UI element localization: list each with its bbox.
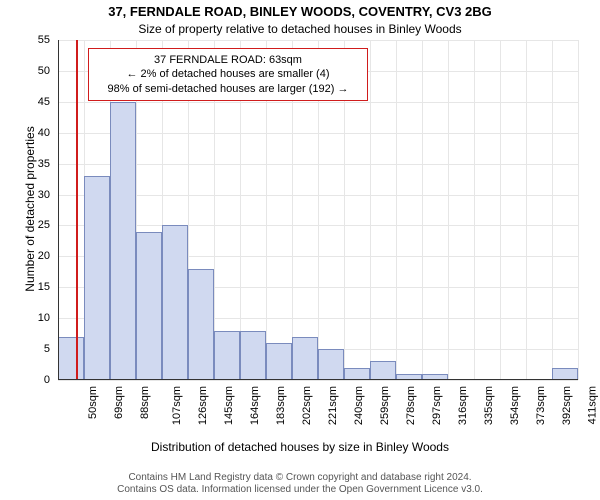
xtick-label: 202sqm: [301, 386, 313, 425]
histogram-bar: [370, 361, 396, 380]
xtick-label: 183sqm: [275, 386, 287, 425]
property-info-box: 37 FERNDALE ROAD: 63sqm← 2% of detached …: [88, 48, 368, 101]
xtick-label: 69sqm: [113, 386, 125, 419]
xtick-label: 50sqm: [87, 386, 99, 419]
ytick-label: 35: [0, 158, 50, 170]
xtick-label: 316sqm: [457, 386, 469, 425]
gridline-v: [552, 40, 553, 380]
y-axis-label: Number of detached properties: [23, 109, 37, 309]
histogram-bar: [136, 232, 162, 380]
histogram-bar: [240, 331, 266, 380]
xtick-label: 164sqm: [249, 386, 261, 425]
y-axis-line: [58, 40, 59, 380]
histogram-bar: [188, 269, 214, 380]
histogram-bar: [214, 331, 240, 380]
ytick-label: 10: [0, 312, 50, 324]
ytick-label: 30: [0, 189, 50, 201]
footer-line-1: Contains HM Land Registry data © Crown c…: [0, 472, 600, 484]
xtick-label: 392sqm: [561, 386, 573, 425]
x-axis-label: Distribution of detached houses by size …: [0, 440, 600, 454]
histogram-bar: [84, 176, 110, 380]
ytick-label: 5: [0, 343, 50, 355]
ytick-label: 25: [0, 219, 50, 231]
gridline-v: [448, 40, 449, 380]
chart-figure: 37, FERNDALE ROAD, BINLEY WOODS, COVENTR…: [0, 0, 600, 500]
ytick-label: 45: [0, 96, 50, 108]
xtick-label: 259sqm: [379, 386, 391, 425]
info-line-1: 37 FERNDALE ROAD: 63sqm: [97, 53, 359, 67]
gridline-v: [526, 40, 527, 380]
histogram-bar: [58, 337, 84, 380]
ytick-label: 50: [0, 65, 50, 77]
xtick-label: 411sqm: [586, 386, 598, 424]
info-line-3: 98% of semi-detached houses are larger (…: [97, 82, 359, 96]
ytick-label: 15: [0, 281, 50, 293]
xtick-label: 145sqm: [223, 386, 235, 425]
gridline-v: [474, 40, 475, 380]
chart-subtitle: Size of property relative to detached ho…: [0, 22, 600, 36]
gridline-v: [422, 40, 423, 380]
histogram-bar: [110, 102, 136, 380]
footer-attribution: Contains HM Land Registry data © Crown c…: [0, 472, 600, 496]
property-marker-line: [76, 40, 78, 380]
xtick-label: 221sqm: [327, 386, 339, 425]
histogram-bar: [318, 349, 344, 380]
xtick-label: 126sqm: [197, 386, 209, 425]
ytick-label: 40: [0, 127, 50, 139]
histogram-bar: [292, 337, 318, 380]
xtick-label: 88sqm: [139, 386, 151, 419]
xtick-label: 354sqm: [509, 386, 521, 425]
chart-title: 37, FERNDALE ROAD, BINLEY WOODS, COVENTR…: [0, 4, 600, 19]
histogram-bar: [266, 343, 292, 380]
gridline-h: [58, 380, 578, 381]
x-axis-line: [58, 379, 578, 380]
footer-line-2: Contains OS data. Information licensed u…: [0, 484, 600, 496]
ytick-label: 20: [0, 250, 50, 262]
ytick-label: 55: [0, 34, 50, 46]
xtick-label: 335sqm: [483, 386, 495, 425]
xtick-label: 373sqm: [535, 386, 547, 425]
histogram-bar: [162, 225, 188, 380]
info-line-2: ← 2% of detached houses are smaller (4): [97, 67, 359, 81]
gridline-v: [578, 40, 579, 380]
gridline-v: [370, 40, 371, 380]
xtick-label: 297sqm: [431, 386, 443, 425]
gridline-v: [500, 40, 501, 380]
xtick-label: 278sqm: [405, 386, 417, 425]
gridline-v: [396, 40, 397, 380]
xtick-label: 107sqm: [171, 386, 183, 425]
ytick-label: 0: [0, 374, 50, 386]
xtick-label: 240sqm: [353, 386, 365, 425]
